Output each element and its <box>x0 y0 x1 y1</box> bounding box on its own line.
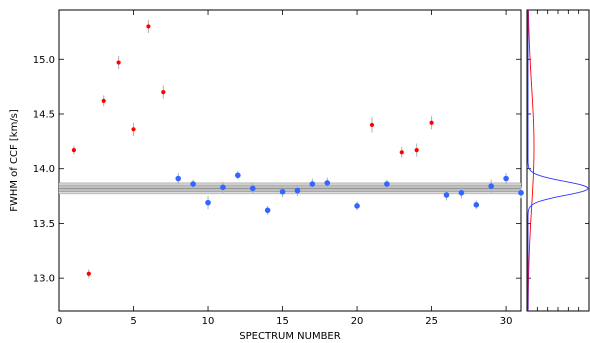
main-plot: 0 5 10 15 20 25 30 13.0 13.5 14.0 14.5 15.0 SPECTR… <box>9 9 524 342</box>
y-tick-label: 14.0 <box>33 164 55 175</box>
red-data-point <box>369 122 375 128</box>
blue-data-point <box>190 181 196 187</box>
x-tick-label: 20 <box>351 316 364 327</box>
x-tick-label: 30 <box>500 316 513 327</box>
blue-data-point <box>205 199 211 206</box>
blue-data-point <box>220 184 226 191</box>
blue-data-point <box>294 187 301 194</box>
blue-data-point <box>264 207 271 214</box>
side-distribution-panel <box>526 9 590 312</box>
data-points <box>71 24 524 276</box>
blue-data-point <box>473 202 480 208</box>
blue-data-point <box>488 183 494 190</box>
side-panel-frame <box>526 9 590 312</box>
red-data-point <box>86 271 91 276</box>
blue-data-point <box>443 192 450 198</box>
main-plot-frame <box>58 9 522 312</box>
y-tick-label: 14.5 <box>33 109 55 120</box>
blue-data-point <box>458 189 465 196</box>
x-tick-label: 5 <box>130 316 136 327</box>
red-data-point <box>71 148 77 153</box>
red-data-point <box>399 150 404 155</box>
error-bars <box>73 19 522 279</box>
blue-data-point <box>324 180 331 186</box>
y-axis-label: FWHM of CCF [km/s] <box>9 109 20 212</box>
red-data-point <box>429 120 434 125</box>
x-tick-label: 25 <box>425 316 438 327</box>
x-axis-ticks: 0 5 10 15 20 25 30 <box>56 10 513 327</box>
side-panel-ticks <box>527 10 589 311</box>
red-distribution-curve <box>527 9 535 311</box>
red-data-point <box>101 98 106 103</box>
y-tick-label: 13.5 <box>33 219 55 230</box>
side-panel-curves <box>527 9 589 311</box>
x-tick-label: 10 <box>202 316 215 327</box>
red-data-point <box>161 89 166 95</box>
blue-data-point <box>235 172 241 179</box>
x-axis-label: SPECTRUM NUMBER <box>239 331 340 342</box>
y-tick-label: 15.0 <box>33 55 55 66</box>
blue-data-point <box>503 175 509 182</box>
confidence-band <box>59 182 521 195</box>
blue-data-point <box>518 189 524 196</box>
x-tick-label: 0 <box>56 316 62 327</box>
x-tick-label: 15 <box>276 316 289 327</box>
y-axis-ticks: 13.0 13.5 14.0 14.5 15.0 <box>33 55 521 285</box>
blue-data-point <box>279 188 286 195</box>
y-tick-label: 13.0 <box>33 274 55 285</box>
blue-data-point <box>309 181 316 187</box>
blue-distribution-curve <box>527 10 589 311</box>
blue-data-point <box>384 181 390 187</box>
blue-data-point <box>249 185 256 192</box>
red-data-point <box>116 60 121 65</box>
red-data-point <box>131 127 136 132</box>
blue-data-point <box>354 203 360 209</box>
red-data-point <box>414 148 419 153</box>
blue-data-point <box>175 175 182 182</box>
red-data-point <box>146 24 151 29</box>
